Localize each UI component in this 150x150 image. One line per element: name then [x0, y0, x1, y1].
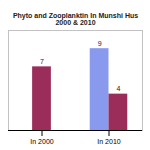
svg-text:9: 9 [98, 40, 102, 47]
svg-text:In 2000: In 2000 [30, 138, 53, 145]
svg-text:Phyto and Zooplanktin In Munsh: Phyto and Zooplanktin In Munshi Hus2000 … [13, 12, 138, 26]
svg-text:7: 7 [40, 58, 44, 65]
svg-text:4: 4 [116, 85, 120, 92]
svg-text:In 2010: In 2010 [97, 138, 120, 145]
